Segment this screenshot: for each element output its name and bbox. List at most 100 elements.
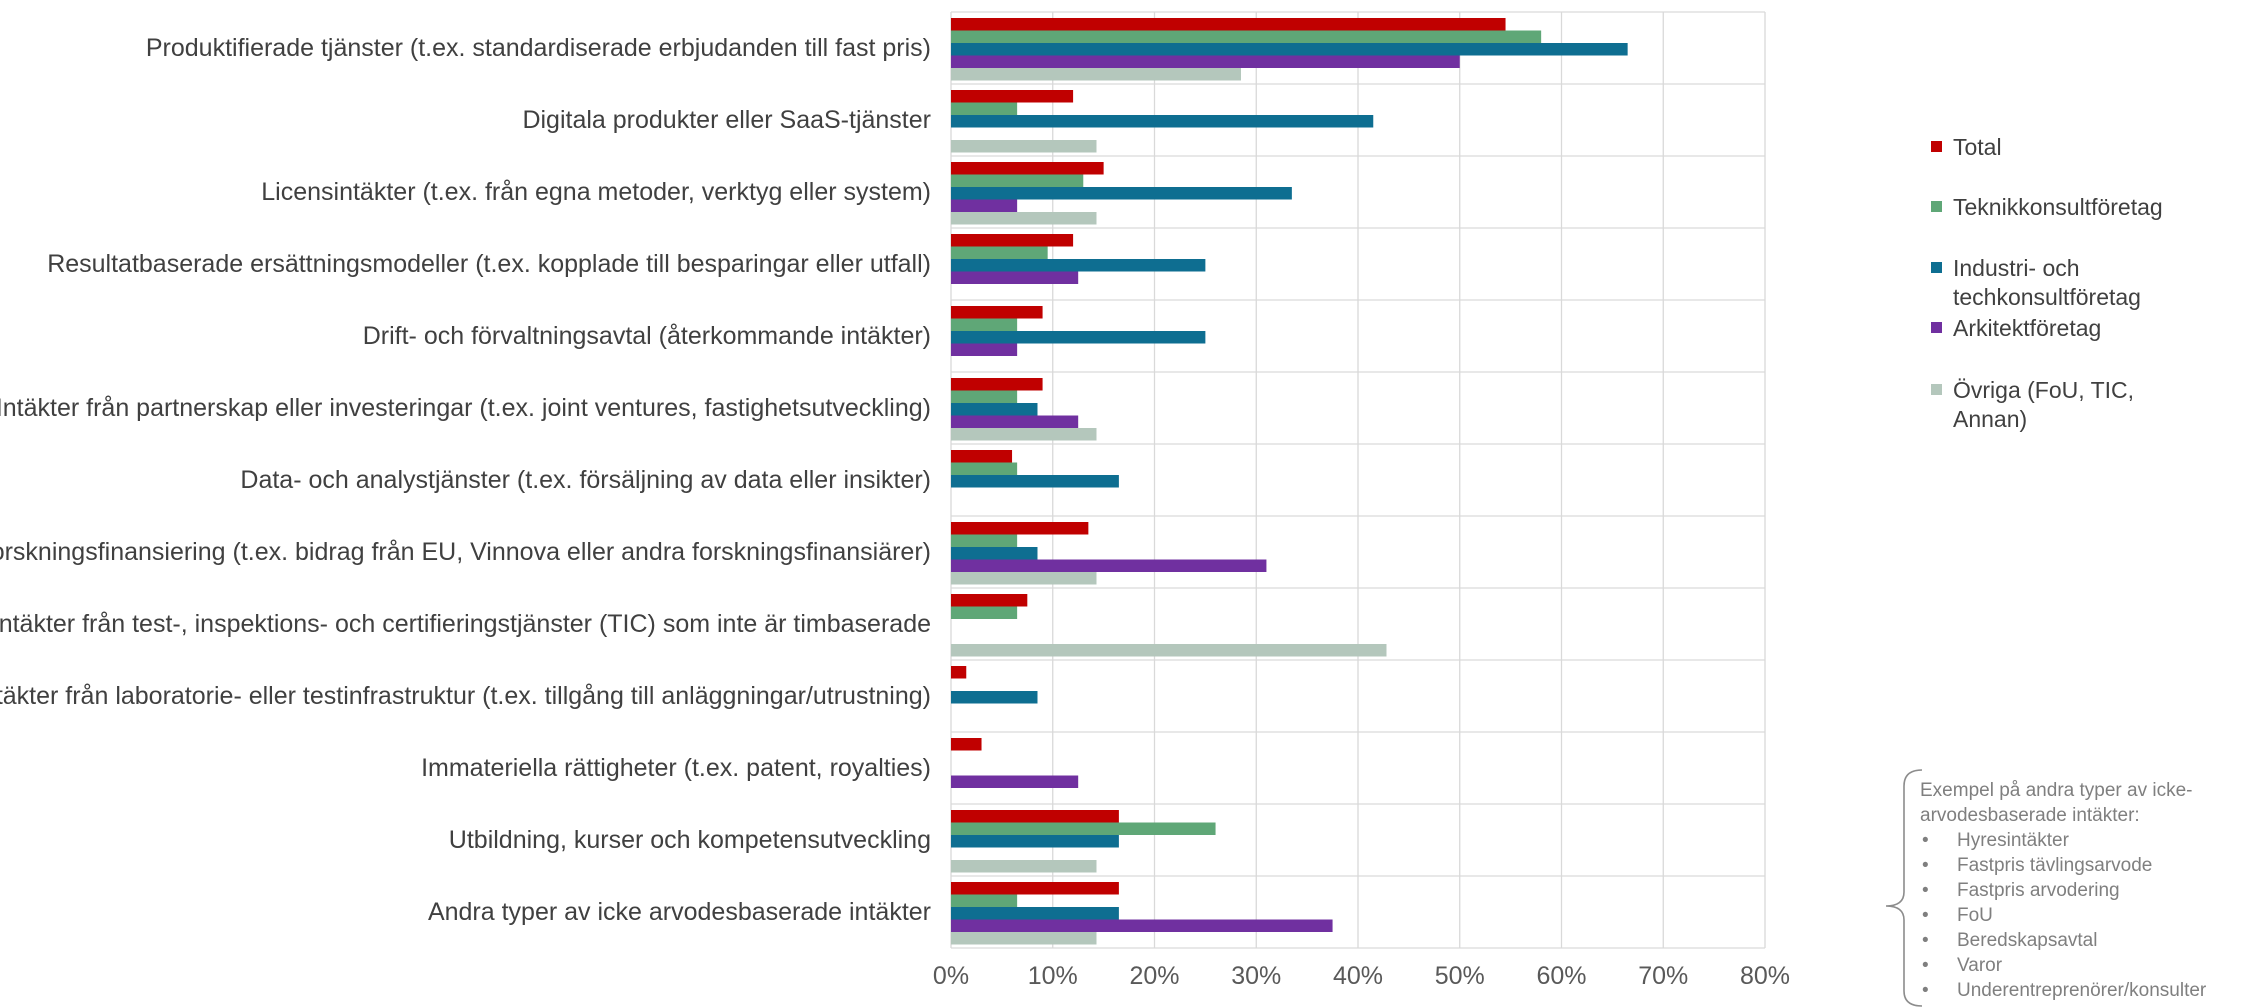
bar bbox=[951, 860, 1097, 873]
category-label: Intäkter från partnerskap eller invester… bbox=[0, 394, 931, 422]
bar bbox=[951, 894, 1018, 907]
bar bbox=[951, 331, 1206, 344]
legend-label: Arkitektföretag bbox=[1953, 315, 2101, 341]
x-tick-label: 0% bbox=[933, 962, 969, 990]
bar bbox=[951, 559, 1267, 572]
x-tick-label: 10% bbox=[1028, 962, 1078, 990]
bar bbox=[951, 932, 1097, 945]
note-item: Hyresintäkter bbox=[1920, 828, 2240, 853]
note-item: Beredskapsavtal bbox=[1920, 928, 2240, 953]
x-tick-label: 70% bbox=[1638, 962, 1688, 990]
bar bbox=[951, 522, 1089, 535]
bar bbox=[951, 475, 1119, 488]
x-axis-tick-labels: 0% 10% 20% 30% 40% 50% 60% 70% 80% bbox=[933, 962, 1790, 990]
category-label: Digitala produkter eller SaaS-tjänster bbox=[522, 106, 931, 134]
category-label: Forskningsfinansiering (t.ex. bidrag frå… bbox=[0, 538, 931, 566]
bar bbox=[951, 271, 1079, 284]
bar bbox=[951, 691, 1038, 704]
bar bbox=[951, 234, 1074, 247]
legend-swatch bbox=[1931, 201, 1942, 212]
bar bbox=[951, 415, 1079, 428]
category-label: Licensintäkter (t.ex. från egna metoder,… bbox=[261, 178, 931, 206]
bars bbox=[951, 18, 1628, 945]
bar bbox=[951, 775, 1079, 788]
x-tick-label: 30% bbox=[1231, 962, 1281, 990]
bar bbox=[951, 212, 1097, 225]
bar bbox=[951, 644, 1387, 657]
category-label: Produktifierade tjänster (t.ex. standard… bbox=[146, 34, 931, 62]
bar bbox=[951, 606, 1018, 619]
bar bbox=[951, 919, 1333, 932]
category-label: Data- och analystjänster (t.ex. försäljn… bbox=[240, 466, 931, 494]
bar bbox=[951, 30, 1542, 43]
note-title: Exempel på andra typer av icke-arvodesba… bbox=[1920, 780, 2193, 826]
bar bbox=[951, 666, 967, 679]
bar bbox=[951, 55, 1460, 68]
note-item: Varor bbox=[1920, 953, 2240, 978]
x-tick-label: 40% bbox=[1333, 962, 1383, 990]
bar bbox=[951, 343, 1018, 356]
bar bbox=[951, 835, 1119, 848]
bar bbox=[951, 43, 1628, 56]
category-label: Drift- och förvaltningsavtal (återkomman… bbox=[363, 322, 931, 350]
legend-label: Industri- och bbox=[1953, 255, 2080, 281]
category-label: Intäkter från laboratorie- eller testinf… bbox=[0, 682, 931, 710]
bar bbox=[951, 547, 1038, 560]
bar bbox=[951, 428, 1097, 441]
note-item: Fastpris arvodering bbox=[1920, 878, 2240, 903]
bar bbox=[951, 462, 1018, 475]
bar bbox=[951, 450, 1013, 463]
legend-swatch bbox=[1931, 262, 1942, 273]
bar bbox=[951, 306, 1043, 319]
bar bbox=[951, 199, 1018, 212]
category-label: Utbildning, kurser och kompetensutveckli… bbox=[449, 826, 931, 854]
grid-lines bbox=[950, 11, 1766, 949]
note-item: Fastpris tävlingsarvode bbox=[1920, 853, 2240, 878]
category-labels: Produktifierade tjänster (t.ex. standard… bbox=[0, 34, 931, 926]
bar bbox=[951, 90, 1074, 103]
bar bbox=[951, 140, 1097, 153]
bar bbox=[951, 907, 1119, 920]
legend-swatch bbox=[1931, 384, 1942, 395]
bar bbox=[951, 162, 1104, 175]
bar bbox=[951, 174, 1084, 187]
legend-label: Övriga (FoU, TIC, bbox=[1953, 377, 2134, 403]
category-label: Intäkter från test-, inspektions- och ce… bbox=[0, 610, 931, 638]
bar bbox=[951, 259, 1206, 272]
brace-icon bbox=[1885, 769, 1923, 1007]
bar bbox=[951, 378, 1043, 391]
legend: Total Teknikkonsultföretag Industri- och te… bbox=[1931, 134, 2163, 432]
note-list: HyresintäkterFastpris tävlingsarvodeFast… bbox=[1920, 828, 2240, 1003]
bar bbox=[951, 403, 1038, 416]
legend-swatch bbox=[1931, 322, 1942, 333]
x-tick-label: 60% bbox=[1536, 962, 1586, 990]
bar bbox=[951, 187, 1292, 200]
bar bbox=[951, 810, 1119, 823]
bar bbox=[951, 594, 1028, 607]
bar bbox=[951, 102, 1018, 115]
legend-swatch bbox=[1931, 141, 1942, 152]
bar bbox=[951, 246, 1048, 259]
bar bbox=[951, 822, 1216, 835]
bar bbox=[951, 68, 1241, 81]
legend-label: techkonsultföretag bbox=[1953, 284, 2141, 310]
bar bbox=[951, 18, 1506, 31]
category-label: Immateriella rättigheter (t.ex. patent, … bbox=[421, 754, 931, 782]
x-tick-label: 20% bbox=[1129, 962, 1179, 990]
bar bbox=[951, 572, 1097, 585]
note-item: FoU bbox=[1920, 903, 2240, 928]
note-box: Exempel på andra typer av icke-arvodesba… bbox=[1920, 778, 2240, 1003]
bar bbox=[951, 390, 1018, 403]
bar bbox=[951, 882, 1119, 895]
bar bbox=[951, 738, 982, 751]
bar bbox=[951, 115, 1374, 128]
category-label: Andra typer av icke arvodesbaserade intä… bbox=[428, 898, 931, 926]
legend-label: Annan) bbox=[1953, 406, 2027, 432]
bar bbox=[951, 534, 1018, 547]
legend-label: Total bbox=[1953, 134, 2002, 160]
legend-label: Teknikkonsultföretag bbox=[1953, 194, 2163, 220]
note-item: Underentreprenörer/konsulter bbox=[1920, 978, 2240, 1003]
bar bbox=[951, 318, 1018, 331]
x-tick-label: 80% bbox=[1740, 962, 1790, 990]
